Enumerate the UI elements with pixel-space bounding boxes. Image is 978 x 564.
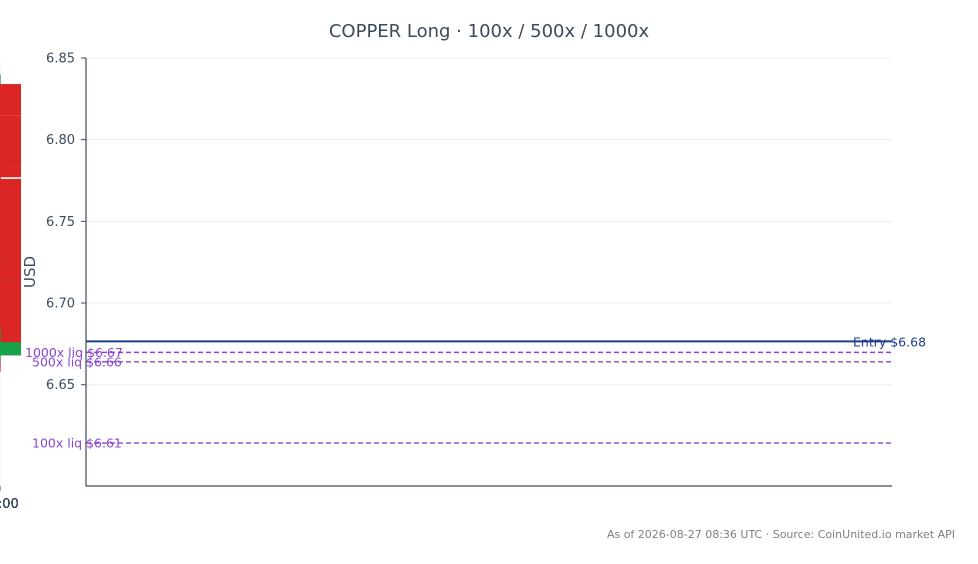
candle: [0, 87, 21, 163]
liquidation-label: 500x liq $6.66: [32, 354, 122, 369]
candle-body: [0, 115, 21, 142]
candle-body: [0, 293, 21, 320]
y-tick-label: 6.70: [46, 297, 75, 312]
candle: [0, 327, 21, 362]
entry-label: Entry $6.68: [853, 334, 926, 349]
candle-body: [0, 139, 21, 168]
candle-body: [0, 167, 21, 178]
price-levels: [86, 340, 892, 444]
candle: [0, 276, 21, 292]
y-tick-label: 6.75: [46, 215, 75, 230]
candle: [0, 84, 21, 114]
chart-title: COPPER Long · 100x / 500x / 1000x: [329, 21, 650, 42]
candle-body: [0, 178, 21, 266]
candle: [0, 283, 21, 305]
gridlines: [0, 57, 892, 486]
y-tick-label: 6.85: [46, 52, 75, 67]
x-tick-label: 09:00: [0, 497, 19, 512]
x-tick-label: 12:00: [0, 497, 19, 512]
y-tick-label: 6.80: [46, 133, 75, 148]
candle: [0, 289, 21, 322]
candle-body: [0, 342, 21, 356]
x-tick-label: 03:00: [0, 497, 19, 512]
candle-body: [0, 262, 21, 281]
source-footer: As of 2026-08-27 08:36 UTC · Source: Coi…: [607, 528, 955, 541]
x-tick-label: 00:00: [0, 497, 19, 512]
candle: [0, 152, 21, 209]
liquidation-label: 1000x liq $6.67: [25, 345, 123, 360]
candle: [0, 178, 21, 269]
candle-body: [0, 285, 21, 295]
x-tick-label: 15:00: [0, 497, 19, 512]
x-tick-label: 09:00: [0, 497, 19, 512]
candle: [0, 121, 21, 184]
x-tick-label: 21:00: [0, 497, 19, 512]
y-tick-label: 6.65: [46, 378, 75, 393]
candle: [0, 242, 21, 282]
x-ticks: 09:0012:0015:0018:0021:0000:0003:0006:00…: [0, 486, 19, 512]
candle-body: [0, 84, 21, 99]
candle: [0, 98, 21, 129]
axes: [85, 58, 892, 487]
liquidation-label: 100x liq $6.61: [32, 436, 122, 451]
candles: [0, 74, 21, 372]
candle-body: [0, 280, 21, 287]
y-axis-label: USD: [21, 256, 39, 288]
x-tick-label: 18:00: [0, 497, 19, 512]
y-ticks: 6.65 6.70 6.75 6.80 6.85: [46, 52, 86, 393]
x-tick-label: 06:00: [0, 497, 19, 512]
candle-body: [0, 98, 21, 116]
